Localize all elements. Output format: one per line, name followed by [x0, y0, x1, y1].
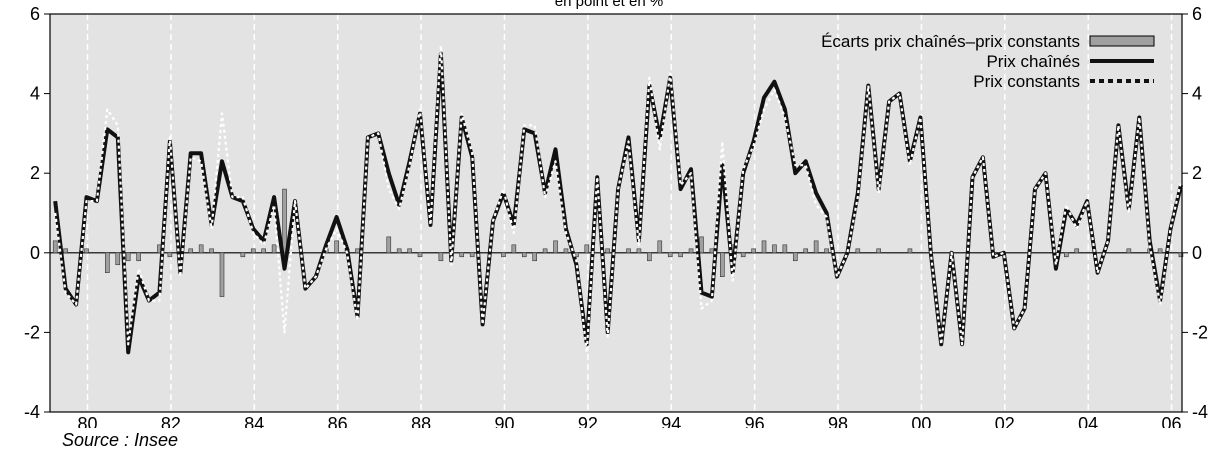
deviation-bar: [240, 252, 246, 258]
deviation-bar: [250, 248, 256, 254]
deviation-bar: [667, 252, 673, 258]
y-tick-label-left: -4: [24, 402, 40, 422]
deviation-bar: [855, 248, 861, 254]
deviation-bar: [657, 240, 663, 254]
y-tick-label-right: 2: [1192, 163, 1202, 183]
x-tick-label: 86: [328, 414, 348, 428]
x-tick-label: 04: [1078, 414, 1098, 428]
y-tick-label-left: 6: [30, 4, 40, 24]
y-tick-label-right: -2: [1192, 322, 1208, 342]
y-tick-label-left: 0: [30, 243, 40, 263]
legend-key-bar: [1089, 35, 1155, 47]
y-tick-label-left: 4: [30, 84, 40, 104]
deviation-bar: [521, 252, 527, 258]
y-tick-label-right: 0: [1192, 243, 1202, 263]
deviation-bar: [1126, 248, 1132, 254]
deviation-bar: [678, 252, 683, 258]
deviation-bar: [907, 248, 913, 254]
deviation-bar: [469, 252, 475, 258]
y-tick-label-right: -4: [1192, 402, 1208, 422]
x-tick-label: 88: [411, 414, 431, 428]
deviation-bar: [438, 252, 444, 262]
deviation-bar: [813, 240, 819, 254]
deviation-bar: [417, 252, 423, 258]
y-tick-label-right: 6: [1192, 4, 1202, 24]
deviation-bar: [167, 252, 173, 258]
deviation-bar: [501, 252, 506, 258]
source-note: Source : Insee: [62, 430, 179, 450]
x-tick-label: 94: [661, 414, 681, 428]
deviation-bar: [84, 248, 89, 254]
deviation-bar: [52, 240, 58, 254]
deviation-bar: [1157, 248, 1163, 254]
legend-label: Écarts prix chaînés–prix constants: [821, 32, 1080, 51]
deviation-bar: [532, 252, 537, 262]
x-tick-label: 84: [244, 414, 264, 428]
deviation-bar: [63, 248, 68, 254]
y-tick-label-left: 2: [30, 163, 40, 183]
deviation-bar: [709, 248, 715, 254]
deviation-bar: [188, 248, 194, 254]
deviation-bar: [219, 252, 225, 297]
legend-label: Prix constants: [973, 72, 1080, 91]
x-tick-label: 82: [161, 414, 181, 428]
deviation-bar: [511, 244, 517, 254]
x-tick-label: 80: [78, 414, 98, 428]
deviation-bar: [334, 240, 339, 254]
deviation-bar: [740, 252, 746, 258]
y-tick-label-left: -2: [24, 322, 40, 342]
deviation-bar: [792, 252, 798, 262]
x-tick-label: 96: [745, 414, 765, 428]
deviation-bar: [761, 240, 767, 254]
deviation-bar: [553, 240, 558, 254]
deviation-bar: [772, 244, 777, 254]
deviation-bar: [271, 244, 277, 254]
legend-label: Prix chaînés: [986, 52, 1080, 71]
deviation-bar: [824, 248, 829, 254]
deviation-bar: [876, 248, 881, 254]
x-tick-label: 98: [828, 414, 848, 428]
deviation-bar: [542, 248, 548, 254]
deviation-bar: [1063, 252, 1069, 258]
plot-frame: [49, 13, 1183, 413]
deviation-bar: [125, 252, 131, 262]
deviation-bar: [688, 248, 694, 254]
line-chart: -4 -4-2 -20 02 24 46 680 82 84 86 88 90 92 94 96 98 00 02…: [24, 4, 1208, 428]
deviation-bar: [1074, 248, 1080, 254]
deviation-bar: [699, 236, 704, 254]
deviation-bar: [115, 252, 121, 266]
deviation-bar: [563, 248, 569, 254]
deviation-bar: [584, 244, 590, 254]
x-tick-label: 00: [911, 414, 931, 428]
deviation-bar: [386, 236, 392, 254]
deviation-bar: [198, 244, 204, 254]
x-tick-label: 90: [494, 414, 514, 428]
deviation-bar: [605, 248, 610, 254]
deviation-bar: [803, 248, 809, 254]
deviation-bar: [209, 248, 214, 254]
y-tick-label-right: 4: [1192, 84, 1202, 104]
deviation-bar: [105, 252, 110, 274]
chart-subtitle: en point et en %: [554, 0, 664, 10]
deviation-bar: [355, 248, 360, 254]
x-tick-label: 02: [995, 414, 1015, 428]
deviation-bar: [459, 252, 465, 258]
series-line-prix-constants: [54, 44, 1183, 354]
deviation-bar: [282, 188, 287, 254]
deviation-bar: [647, 252, 652, 262]
deviation-bar: [261, 248, 266, 254]
deviation-bar: [1178, 252, 1184, 258]
deviation-bar: [136, 252, 141, 262]
x-tick-label: 92: [578, 414, 598, 428]
deviation-bar: [396, 248, 402, 254]
x-tick-label: 06: [1162, 414, 1182, 428]
deviation-bar: [720, 252, 725, 277]
deviation-bar: [782, 244, 788, 254]
deviation-bar: [636, 248, 642, 254]
deviation-bar: [626, 248, 631, 254]
deviation-bar: [407, 248, 412, 254]
deviation-bar: [751, 248, 756, 254]
